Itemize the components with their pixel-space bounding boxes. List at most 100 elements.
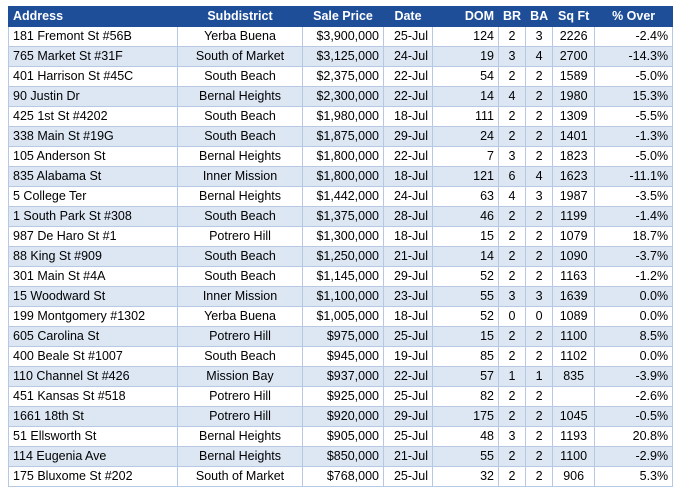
table-cell: 22-Jul: [383, 86, 433, 107]
table-cell: Potrero Hill: [177, 326, 303, 347]
table-cell: 425 1st St #4202: [8, 106, 178, 127]
table-cell: 987 De Haro St #1: [8, 226, 178, 247]
table-cell: $768,000: [302, 466, 384, 487]
table-cell: 2: [497, 386, 527, 407]
table-cell: 2: [525, 226, 554, 247]
table-row: 425 1st St #4202 South Beach $1,980,000 18-…: [8, 106, 674, 127]
table-cell: 4: [497, 186, 527, 207]
table-cell: 14: [432, 86, 499, 107]
table-cell: 2: [497, 466, 527, 487]
table-row: 51 Ellsworth St Bernal Heights $905,000 25-…: [8, 426, 674, 447]
table-cell: 1589: [552, 66, 596, 87]
table-cell: 29-Jul: [383, 126, 433, 147]
table-cell: 1987: [552, 186, 596, 207]
table-cell: 2: [497, 226, 527, 247]
table-cell: $945,000: [302, 346, 384, 367]
table-cell: 90 Justin Dr: [8, 86, 178, 107]
table-row: 88 King St #909 South Beach $1,250,000 21-J…: [8, 246, 674, 267]
table-cell: $905,000: [302, 426, 384, 447]
table-cell: 0.0%: [594, 286, 674, 307]
table-cell: 22-Jul: [383, 146, 433, 167]
table-cell: South Beach: [177, 346, 303, 367]
table-cell: 2: [497, 346, 527, 367]
table-cell: 400 Beale St #1007: [8, 346, 178, 367]
table-cell: 2226: [552, 26, 596, 47]
table-cell: 29-Jul: [383, 406, 433, 427]
table-cell: Inner Mission: [177, 166, 303, 187]
table-cell: 7: [432, 146, 499, 167]
table-cell: 1: [497, 366, 527, 387]
table-cell: 2: [525, 126, 554, 147]
table-row: 605 Carolina St Potrero Hill $975,000 25-Ju…: [8, 326, 674, 347]
column-header: Sq Ft: [552, 6, 596, 27]
table-cell: 24-Jul: [383, 186, 433, 207]
table-cell: $920,000: [302, 406, 384, 427]
table-cell: 2: [497, 126, 527, 147]
table-cell: 3: [497, 286, 527, 307]
table-body: 181 Fremont St #56B Yerba Buena $3,900,000…: [8, 26, 674, 487]
table-cell: 2: [525, 266, 554, 287]
table-cell: 2: [525, 386, 554, 407]
table-cell: 338 Main St #19G: [8, 126, 178, 147]
table-cell: 605 Carolina St: [8, 326, 178, 347]
table-row: 765 Market St #31F South of Market $3,125,…: [8, 46, 674, 67]
table-row: 105 Anderson St Bernal Heights $1,800,000 2…: [8, 146, 674, 167]
table-cell: 48: [432, 426, 499, 447]
table-cell: 2: [497, 326, 527, 347]
table-row: 401 Harrison St #45C South Beach $2,375,00…: [8, 66, 674, 87]
table-cell: $937,000: [302, 366, 384, 387]
table-cell: 3: [497, 46, 527, 67]
table-cell: 6: [497, 166, 527, 187]
table-cell: South Beach: [177, 206, 303, 227]
table-cell: 19-Jul: [383, 346, 433, 367]
table-cell: 15: [432, 226, 499, 247]
table-cell: Bernal Heights: [177, 186, 303, 207]
table-cell: 2: [525, 206, 554, 227]
table-cell: 765 Market St #31F: [8, 46, 178, 67]
table-cell: $1,800,000: [302, 146, 384, 167]
table-cell: -2.4%: [594, 26, 674, 47]
table-cell: Bernal Heights: [177, 146, 303, 167]
table-cell: 3: [497, 426, 527, 447]
table-cell: 57: [432, 366, 499, 387]
table-cell: 1089: [552, 306, 596, 327]
table-cell: 85: [432, 346, 499, 367]
table-cell: 88 King St #909: [8, 246, 178, 267]
table-row: 400 Beale St #1007 South Beach $945,000 19-…: [8, 346, 674, 367]
table-cell: South Beach: [177, 106, 303, 127]
table-cell: $1,145,000: [302, 266, 384, 287]
table-cell: 2: [525, 446, 554, 467]
table-cell: 2: [497, 446, 527, 467]
table-cell: $1,375,000: [302, 206, 384, 227]
table-cell: 2: [525, 106, 554, 127]
table-cell: 0.0%: [594, 306, 674, 327]
table-cell: -14.3%: [594, 46, 674, 67]
column-header: BA: [525, 6, 554, 27]
table-cell: 18-Jul: [383, 166, 433, 187]
table-cell: -1.4%: [594, 206, 674, 227]
table-cell: 1661 18th St: [8, 406, 178, 427]
table-cell: 55: [432, 446, 499, 467]
table-cell: 2: [497, 406, 527, 427]
table-row: 987 De Haro St #1 Potrero Hill $1,300,000 1…: [8, 226, 674, 247]
table-cell: 46: [432, 206, 499, 227]
table-cell: [552, 386, 596, 407]
table-cell: 114 Eugenia Ave: [8, 446, 178, 467]
table-cell: South Beach: [177, 266, 303, 287]
table-cell: 124: [432, 26, 499, 47]
table-cell: 2: [525, 346, 554, 367]
table-cell: 23-Jul: [383, 286, 433, 307]
table-cell: 82: [432, 386, 499, 407]
table-cell: -11.1%: [594, 166, 674, 187]
table-cell: 19: [432, 46, 499, 67]
table-cell: $975,000: [302, 326, 384, 347]
table-cell: 2: [497, 246, 527, 267]
table-cell: Mission Bay: [177, 366, 303, 387]
table-row: 199 Montgomery #1302 Yerba Buena $1,005,00…: [8, 306, 674, 327]
table-cell: South Beach: [177, 126, 303, 147]
table-cell: 2: [525, 246, 554, 267]
table-cell: 4: [525, 46, 554, 67]
table-row: 15 Woodward St Inner Mission $1,100,000 23-…: [8, 286, 674, 307]
table-cell: 1045: [552, 406, 596, 427]
